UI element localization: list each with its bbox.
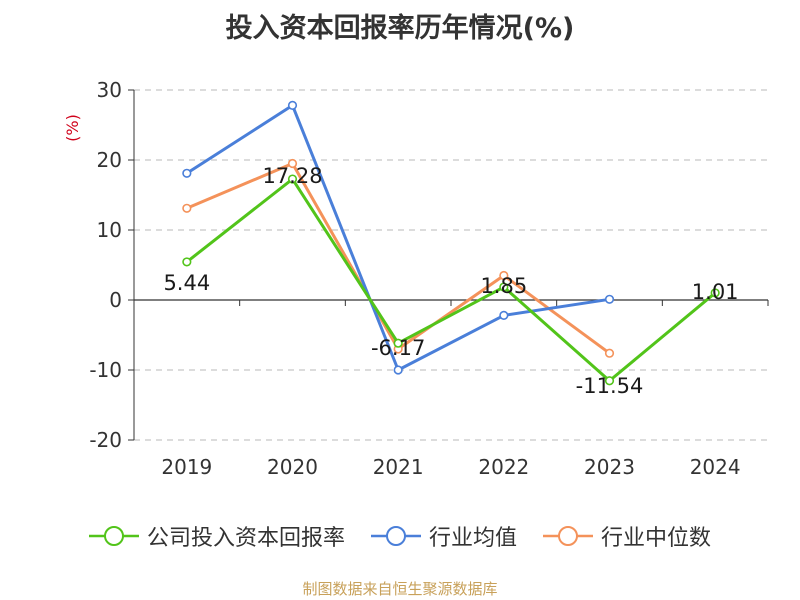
series-lines [182,100,720,386]
data-point [287,158,298,169]
legend-marker-icon [370,526,421,546]
data-point [393,338,403,348]
data-point [604,348,615,358]
legend-label: 行业中位数 [601,526,712,551]
x-tick-label: 2022 [478,455,529,479]
data-point [499,310,509,321]
legend-item: 行业中位数 [543,520,711,552]
legend-marker-icon [88,526,139,546]
data-point [287,100,298,110]
series-line [185,177,717,383]
data-label: 5.44 [163,271,210,295]
x-tick-label: 2023 [584,455,635,479]
data-label: 17.28 [262,164,322,188]
data-point [499,270,509,281]
legend-item: 公司投入资本回报率 [88,520,345,552]
data-label: 1.01 [692,280,739,304]
x-tick-label: 2020 [267,455,318,479]
grid-lines [134,89,768,441]
data-point [499,282,509,292]
data-label: 1.85 [480,274,527,298]
y-tick-label: -20 [89,428,122,452]
data-labels: 5.44 17.28 -6.17 1.85 -11.54 1.01 [163,164,738,398]
legend: 公司投入资本回报率 行业均值 行业中位数 [0,520,800,552]
x-tick-label: 2019 [161,455,212,479]
legend-label: 公司投入资本回报率 [146,526,345,551]
y-axis-label: (%) [63,114,82,142]
y-tick-label: 30 [97,78,122,102]
data-point [182,257,192,267]
source-footer: 制图数据来自恒生聚源数据库 [302,580,498,598]
data-point [287,174,298,184]
data-point [604,376,615,386]
legend-marker-icon [543,526,593,546]
y-tick-label: -10 [89,358,122,382]
data-point [393,365,403,375]
data-point [182,203,192,213]
legend-label: 行业均值 [428,526,517,551]
series-line [186,103,610,372]
data-label: -6.17 [371,336,425,360]
y-tick-label: 10 [97,218,122,242]
legend-item: 行业均值 [370,520,517,552]
x-tick-label: 2024 [690,455,741,479]
data-label: -11.54 [576,374,644,398]
axes: 30 20 10 0 -10 -20 2019 2020 2021 2022 2023 2024 (%) [63,78,769,479]
y-tick-label: 0 [109,288,122,312]
data-point [710,288,720,298]
data-point [182,168,192,178]
y-tick-label: 20 [97,148,122,172]
chart-title: 投入资本回报率历年情况(%) [225,13,575,44]
data-point [604,294,615,304]
x-tick-label: 2021 [373,455,424,479]
